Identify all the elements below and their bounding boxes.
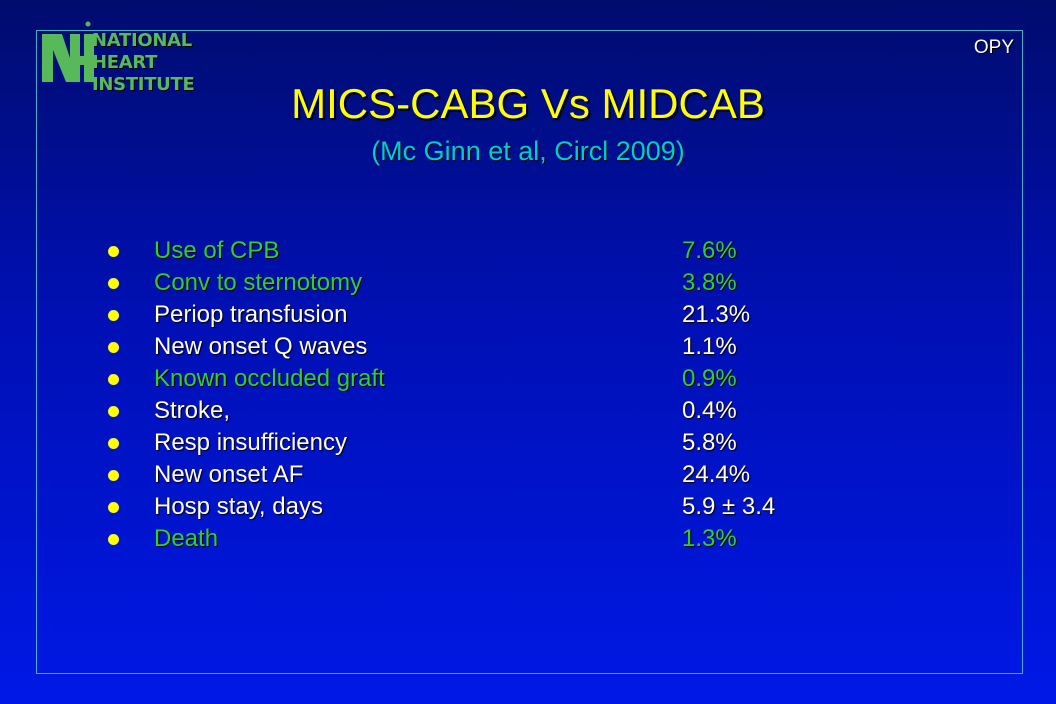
bullet-icon	[108, 438, 119, 449]
bullet-icon	[108, 374, 119, 385]
list-item: Periop transfusion 21.3%	[108, 300, 828, 332]
outcome-value: 1.1%	[682, 333, 737, 360]
list-item: Use of CPB 7.6%	[108, 236, 828, 268]
outcome-value: 5.9 ± 3.4	[682, 493, 776, 520]
slide-subtitle: (Mc Ginn et al, Circl 2009)	[371, 136, 685, 166]
list-item: Stroke, 0.4%	[108, 396, 828, 428]
outcome-label: Death	[154, 525, 219, 552]
outcome-label: Known occluded graft	[154, 365, 385, 392]
bullet-icon	[108, 470, 119, 481]
list-item: Conv to sternotomy 3.8%	[108, 268, 828, 300]
list-item: New onset Q waves 1.1%	[108, 332, 828, 364]
outcome-value: 21.3%	[682, 301, 751, 328]
outcome-label: Resp insufficiency	[154, 429, 347, 456]
outcome-label: Use of CPB	[154, 237, 280, 264]
list-item: Resp insufficiency 5.8%	[108, 428, 828, 460]
outcome-label: Periop transfusion	[154, 301, 348, 328]
outcome-label: Hosp stay, days	[154, 493, 323, 520]
outcome-value: 3.8%	[682, 269, 737, 296]
outcome-value: 24.4%	[682, 461, 751, 488]
logo-wordmark: NATIONAL HEART INSTITUTE	[92, 30, 195, 96]
outcome-value: 0.4%	[682, 397, 737, 424]
logo-line-institute: INSTITUTE	[92, 74, 195, 95]
list-item: Hosp stay, days 5.9 ± 3.4	[108, 492, 828, 524]
outcomes-list: Use of CPB 7.6% Conv to sternotomy 3.8% Peri…	[108, 236, 828, 556]
outcome-label: New onset Q waves	[154, 333, 368, 360]
list-item: New onset AF 24.4%	[108, 460, 828, 492]
list-item: Death 1.3%	[108, 524, 828, 556]
bullet-icon	[108, 502, 119, 513]
logo-line-national: NATIONAL	[92, 30, 192, 51]
logo-line-heart: HEART	[92, 52, 158, 73]
bullet-icon	[108, 342, 119, 353]
heart-institute-emblem-icon	[42, 21, 94, 82]
outcome-value: 7.6%	[682, 237, 737, 264]
slide-title: MICS-CABG Vs MIDCAB	[291, 80, 765, 127]
outcome-value: 5.8%	[682, 429, 737, 456]
outcome-label: New onset AF	[154, 461, 304, 488]
bullet-icon	[108, 310, 119, 321]
bullet-icon	[108, 278, 119, 289]
outcome-value: 1.3%	[682, 525, 737, 552]
bullet-icon	[108, 406, 119, 417]
outcome-label: Conv to sternotomy	[154, 269, 363, 296]
bullet-icon	[108, 534, 119, 545]
outcome-value: 0.9%	[682, 365, 737, 392]
slide-frame	[36, 30, 1023, 674]
list-item: Known occluded graft 0.9%	[108, 364, 828, 396]
bullet-icon	[108, 246, 119, 257]
corner-label: OPY	[973, 37, 1014, 58]
outcome-label: Stroke,	[154, 397, 231, 424]
national-heart-institute-logo	[40, 20, 190, 86]
